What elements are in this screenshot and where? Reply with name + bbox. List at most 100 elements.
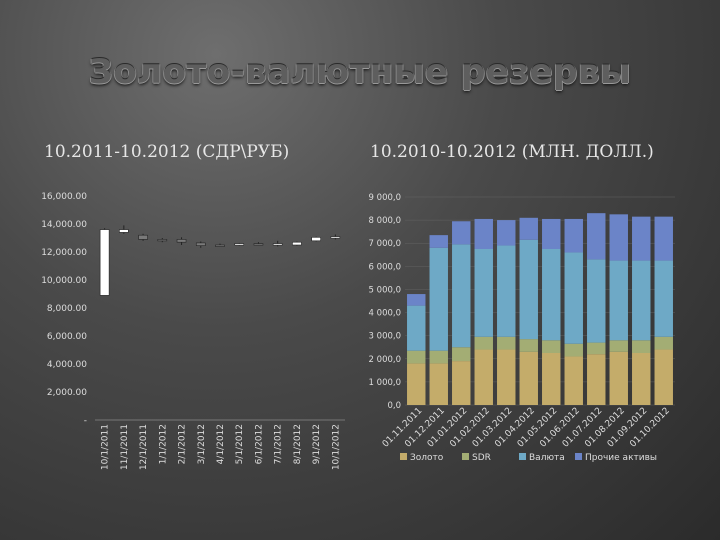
y-tick-label: 0,0 bbox=[387, 401, 401, 411]
legend-label: SDR bbox=[472, 453, 491, 463]
bar-segment bbox=[519, 217, 538, 240]
candle-body bbox=[253, 243, 264, 246]
bar-segment bbox=[654, 349, 673, 405]
y-tick-label: 4,000.00 bbox=[47, 360, 87, 370]
bar-segment bbox=[497, 349, 516, 405]
legend-label: Валюта bbox=[529, 453, 565, 463]
bar-segment bbox=[474, 249, 493, 337]
y-tick-label: 8 000,0 bbox=[369, 216, 401, 226]
bar-segment bbox=[519, 351, 538, 405]
x-tick-label: 7/1/2012 bbox=[274, 424, 284, 464]
bar-segment bbox=[632, 353, 651, 405]
legend-swatch bbox=[519, 453, 526, 460]
bar-segment bbox=[407, 363, 426, 405]
candlestick-chart: - 2,000.00 4,000.00 6,000.00 8,000.00 10,000.… bbox=[41, 192, 345, 470]
bar-segment bbox=[474, 349, 493, 405]
candle-body bbox=[119, 229, 129, 233]
bar-segment bbox=[474, 336, 493, 350]
bar-segment bbox=[609, 340, 628, 352]
y-tick-label: 5 000,0 bbox=[369, 285, 401, 295]
slide-title: Золото-валютные резервы bbox=[88, 52, 632, 92]
y-tick-label: 14,000.00 bbox=[41, 220, 87, 230]
y-tick-label: 3 000,0 bbox=[369, 332, 401, 342]
candle-body bbox=[99, 229, 110, 296]
bar-segment bbox=[474, 218, 493, 249]
bar-segment bbox=[609, 214, 628, 261]
legend-swatch bbox=[400, 453, 407, 460]
x-tick-label: 5/1/2012 bbox=[235, 424, 245, 464]
bar-segment bbox=[564, 343, 583, 357]
x-tick-label: 10/1/2012 bbox=[331, 424, 341, 470]
stacked-bar-chart: 0,0 1 000,0 2 000,0 3 000,0 4 000,0 5 000,0 6 … bbox=[369, 193, 675, 463]
bar-segment bbox=[542, 218, 561, 249]
bar-segment bbox=[542, 340, 561, 353]
candle-body bbox=[215, 244, 225, 247]
bar-segment bbox=[429, 363, 448, 405]
x-tick-label: 10/1/2011 bbox=[101, 424, 111, 470]
candle-body bbox=[292, 241, 302, 246]
bar-segment bbox=[519, 239, 538, 340]
bar-segment bbox=[452, 347, 471, 362]
y-tick-label: 7 000,0 bbox=[369, 239, 401, 249]
x-tick-label: 8/1/2012 bbox=[293, 424, 303, 464]
candle-body bbox=[272, 243, 283, 246]
bar-segment bbox=[587, 342, 606, 355]
candle-body bbox=[195, 242, 206, 246]
legend-swatch bbox=[575, 453, 582, 460]
bar-segment bbox=[452, 221, 471, 245]
bar-segment bbox=[564, 218, 583, 253]
bar-segment bbox=[587, 213, 606, 260]
bar-segment bbox=[452, 361, 471, 405]
y-tick-label: 1 000,0 bbox=[369, 378, 401, 388]
bar-segment bbox=[542, 249, 561, 341]
bar-segment bbox=[587, 259, 606, 343]
candle-body bbox=[176, 239, 187, 243]
y-tick-label: 6 000,0 bbox=[369, 262, 401, 272]
bar-segment bbox=[429, 235, 448, 248]
x-tick-label: 3/1/2012 bbox=[197, 424, 207, 464]
bar-segment bbox=[519, 339, 538, 352]
legend-label: Золото bbox=[410, 453, 444, 463]
bar-segment bbox=[429, 350, 448, 364]
x-tick-label: 9/1/2012 bbox=[312, 424, 322, 464]
bar-segment bbox=[429, 247, 448, 351]
bar-segment bbox=[654, 336, 673, 350]
candle-body bbox=[330, 236, 341, 239]
x-tick-label: 12/1/2011 bbox=[139, 424, 149, 470]
legend-swatch bbox=[462, 453, 469, 460]
x-tick-label: 4/1/2012 bbox=[216, 424, 226, 464]
candle-body bbox=[311, 237, 321, 242]
y-tick-label: 12,000.00 bbox=[41, 248, 87, 258]
x-tick-label: 2/1/2012 bbox=[178, 424, 188, 464]
bar-segment bbox=[407, 294, 426, 306]
x-tick-label: 11/1/2011 bbox=[120, 424, 130, 470]
bar-segment bbox=[632, 216, 651, 261]
bar-segment bbox=[407, 305, 426, 351]
bar-segment bbox=[542, 353, 561, 405]
bar-segment bbox=[632, 260, 651, 341]
y-tick-label: 2 000,0 bbox=[369, 355, 401, 365]
bar-segment bbox=[564, 356, 583, 405]
y-tick-label: 9 000,0 bbox=[369, 193, 401, 203]
bar-segment bbox=[564, 252, 583, 344]
y-tick-label: 4 000,0 bbox=[369, 309, 401, 319]
bar-segment bbox=[632, 340, 651, 353]
y-tick-label: 10,000.00 bbox=[41, 276, 87, 286]
y-tick-label: - bbox=[84, 416, 87, 426]
bar-segment bbox=[497, 336, 516, 350]
bar-segment bbox=[609, 260, 628, 341]
y-tick-label: 2,000.00 bbox=[47, 388, 87, 398]
candle-body bbox=[157, 239, 168, 242]
bar-segment bbox=[407, 350, 426, 364]
bar-segment bbox=[587, 354, 606, 405]
left-chart-caption: 10.2011-10.2012 (СДР\РУБ) bbox=[44, 142, 290, 162]
candle-body bbox=[234, 243, 245, 246]
candle-body bbox=[138, 234, 148, 240]
bar-segment bbox=[609, 351, 628, 405]
x-tick-label: 6/1/2012 bbox=[254, 424, 264, 464]
x-tick-label: 1/1/2012 bbox=[158, 424, 168, 464]
right-chart-caption: 10.2010-10.2012 (МЛН. ДОЛЛ.) bbox=[370, 142, 654, 162]
bar-segment bbox=[497, 220, 516, 246]
y-tick-label: 8,000.00 bbox=[47, 304, 87, 314]
